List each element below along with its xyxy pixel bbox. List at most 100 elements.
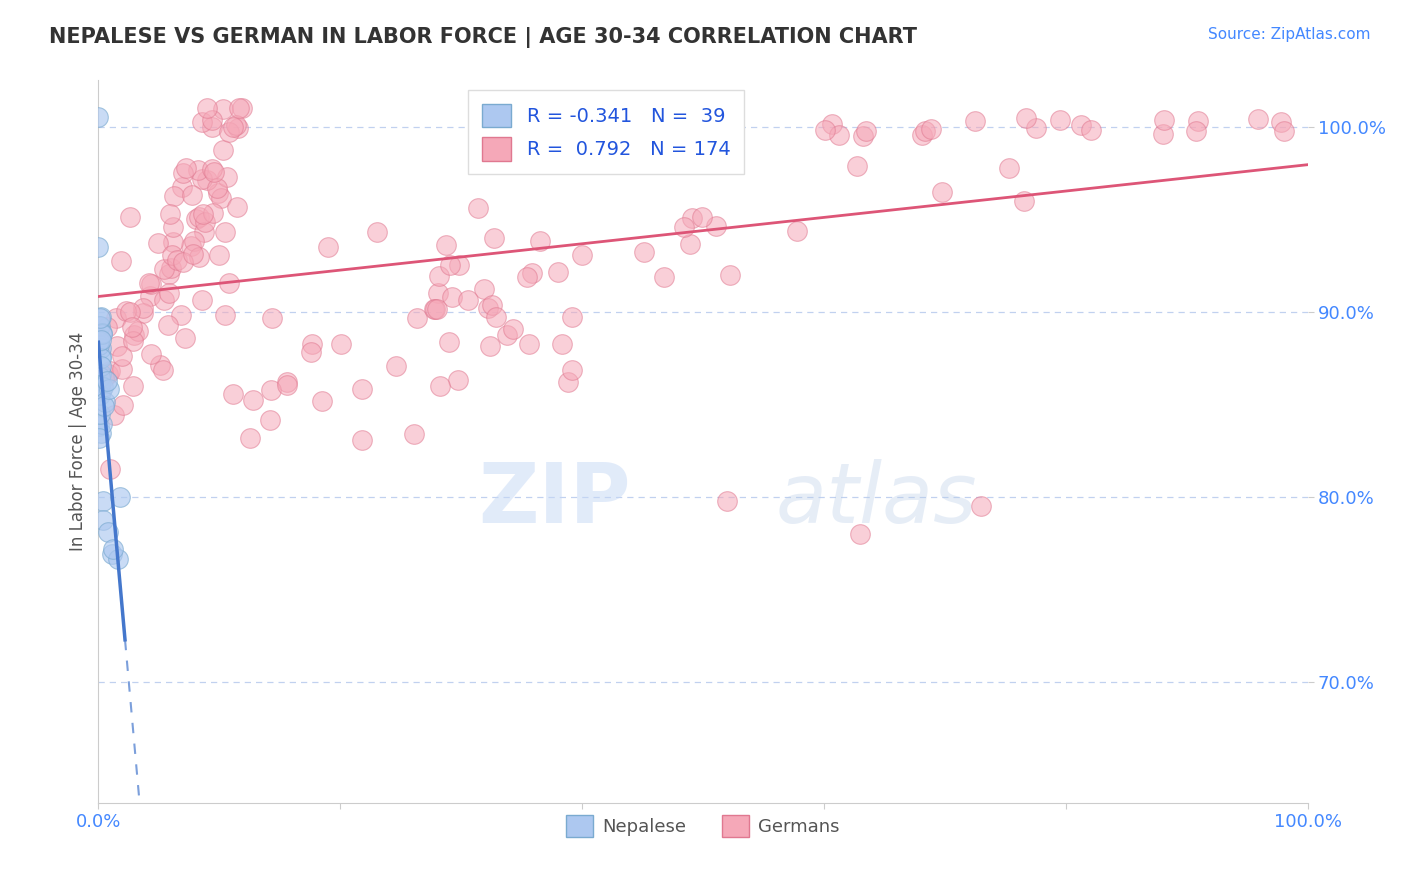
Point — [218, 125, 240, 139]
Point — [127, 324, 149, 338]
Point — [152, 363, 174, 377]
Point — [652, 269, 675, 284]
Point — [114, 304, 136, 318]
Point — [1272, 124, 1295, 138]
Point — [472, 282, 495, 296]
Point — [998, 161, 1021, 175]
Point — [87, 431, 110, 445]
Point — [122, 328, 145, 343]
Point — [91, 513, 114, 527]
Point — [111, 349, 134, 363]
Point — [427, 286, 450, 301]
Point — [90, 326, 112, 341]
Point — [449, 258, 471, 272]
Point — [90, 425, 112, 440]
Point — [89, 419, 111, 434]
Point — [180, 187, 202, 202]
Point — [517, 337, 540, 351]
Point — [1012, 194, 1035, 208]
Point — [183, 234, 205, 248]
Point — [561, 363, 583, 377]
Point — [93, 370, 115, 384]
Point — [437, 335, 460, 350]
Point — [704, 219, 727, 234]
Point — [87, 111, 110, 125]
Point — [89, 369, 111, 384]
Point — [814, 123, 837, 137]
Point — [90, 333, 112, 347]
Point — [121, 334, 143, 349]
Point — [429, 379, 451, 393]
Point — [561, 310, 583, 324]
Point — [90, 384, 112, 398]
Point — [690, 210, 713, 224]
Point — [299, 344, 322, 359]
Point — [191, 206, 214, 220]
Point — [910, 128, 932, 142]
Point — [163, 189, 186, 203]
Point — [97, 367, 120, 381]
Point — [1015, 112, 1038, 126]
Point — [231, 101, 253, 115]
Point — [181, 247, 204, 261]
Point — [1247, 112, 1270, 126]
Point — [105, 338, 128, 352]
Point — [201, 120, 224, 135]
Point — [193, 225, 215, 239]
Point — [1080, 122, 1102, 136]
Point — [406, 311, 429, 326]
Point — [225, 200, 247, 214]
Point — [148, 236, 170, 251]
Point — [352, 382, 374, 396]
Point — [846, 159, 869, 173]
Point — [160, 248, 183, 262]
Point — [633, 245, 655, 260]
Point — [520, 266, 543, 280]
Point — [301, 337, 323, 351]
Point — [98, 364, 121, 378]
Point — [103, 408, 125, 422]
Point — [716, 493, 738, 508]
Point — [207, 186, 229, 201]
Point — [222, 386, 245, 401]
Point — [188, 211, 211, 225]
Point — [96, 319, 118, 334]
Point — [152, 262, 174, 277]
Point — [191, 293, 214, 307]
Point — [201, 113, 224, 128]
Point — [384, 359, 406, 373]
Point — [914, 124, 936, 138]
Point — [516, 270, 538, 285]
Point — [141, 277, 163, 291]
Point — [222, 120, 245, 134]
Point — [366, 225, 388, 239]
Point — [479, 339, 502, 353]
Point — [425, 301, 447, 316]
Point — [1049, 113, 1071, 128]
Point — [673, 220, 696, 235]
Text: atlas: atlas — [776, 458, 977, 540]
Point — [90, 359, 112, 374]
Point — [174, 331, 197, 345]
Point — [1025, 120, 1047, 135]
Text: Source: ZipAtlas.com: Source: ZipAtlas.com — [1208, 27, 1371, 42]
Point — [157, 318, 180, 332]
Point — [138, 276, 160, 290]
Point — [679, 237, 702, 252]
Point — [91, 380, 114, 394]
Point — [190, 172, 212, 186]
Point — [87, 338, 110, 352]
Point — [90, 351, 112, 366]
Point — [90, 367, 112, 381]
Point — [132, 301, 155, 315]
Point — [96, 375, 118, 389]
Point — [484, 310, 506, 324]
Point — [98, 382, 121, 396]
Point — [100, 547, 122, 561]
Point — [720, 268, 742, 283]
Point — [1185, 124, 1208, 138]
Point — [162, 235, 184, 249]
Point — [201, 162, 224, 177]
Point — [404, 426, 426, 441]
Point — [132, 306, 155, 320]
